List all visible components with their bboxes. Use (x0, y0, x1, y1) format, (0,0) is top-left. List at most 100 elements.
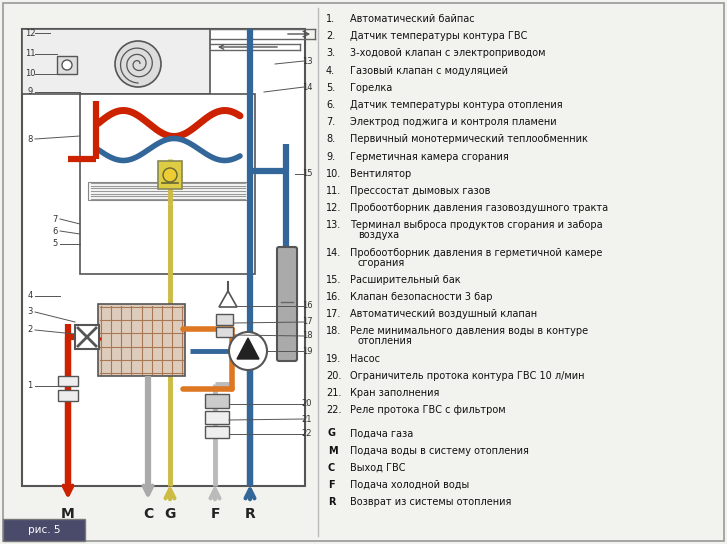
Text: C: C (143, 507, 153, 521)
Text: 16: 16 (302, 301, 313, 311)
Text: 14: 14 (302, 83, 313, 91)
Text: C: C (328, 463, 335, 473)
Bar (205, 394, 229, 408)
Bar (216, 327, 233, 337)
Text: Горелка: Горелка (350, 83, 393, 93)
Text: 22: 22 (302, 430, 313, 438)
Bar (57, 56, 77, 74)
Bar (158, 161, 182, 189)
Text: Вентилятор: Вентилятор (350, 169, 411, 179)
Text: Датчик температуры контура ГВС: Датчик температуры контура ГВС (350, 31, 527, 41)
Circle shape (229, 332, 267, 370)
FancyBboxPatch shape (277, 247, 297, 361)
Text: 4.: 4. (326, 66, 335, 76)
Text: Реле минимального давления воды в контуре: Реле минимального давления воды в контур… (350, 326, 588, 336)
Text: 10.: 10. (326, 169, 341, 179)
Text: Терминал выброса продуктов сгорания и забора: Терминал выброса продуктов сгорания и за… (350, 220, 603, 231)
Text: 20: 20 (302, 399, 313, 409)
Text: G: G (164, 507, 176, 521)
Text: 7.: 7. (326, 117, 335, 127)
Text: 19.: 19. (326, 354, 341, 363)
Text: 3-ходовой клапан с электроприводом: 3-ходовой клапан с электроприводом (350, 48, 545, 58)
Text: рис. 5: рис. 5 (28, 525, 60, 535)
Text: 6: 6 (52, 226, 57, 236)
Text: 15: 15 (302, 170, 313, 178)
Bar (22, 29, 305, 486)
Text: 16.: 16. (326, 292, 341, 302)
Text: Прессостат дымовых газов: Прессостат дымовых газов (350, 186, 491, 196)
Text: 8: 8 (28, 134, 33, 144)
Text: 15.: 15. (326, 275, 342, 285)
Text: 7: 7 (52, 214, 57, 224)
Text: Возврат из системы отопления: Возврат из системы отопления (350, 497, 511, 507)
Text: 14.: 14. (326, 248, 341, 258)
Bar (205, 426, 229, 438)
Text: Автоматический воздушный клапан: Автоматический воздушный клапан (350, 309, 537, 319)
Bar (88, 182, 248, 200)
Text: R: R (244, 507, 255, 521)
Bar (75, 325, 99, 349)
Polygon shape (219, 291, 237, 307)
Circle shape (62, 60, 72, 70)
Bar (3, 519, 85, 541)
Bar (22, 29, 210, 94)
Text: 10: 10 (25, 70, 35, 78)
Text: 9: 9 (28, 88, 33, 96)
Text: Расширительный бак: Расширительный бак (350, 275, 461, 285)
Bar (80, 94, 255, 274)
Text: 1.: 1. (326, 14, 335, 24)
Text: Клапан безопасности 3 бар: Клапан безопасности 3 бар (350, 292, 492, 302)
Bar (58, 390, 78, 401)
Text: Кран заполнения: Кран заполнения (350, 388, 439, 398)
Text: Пробоотборник давления в герметичной камере: Пробоотборник давления в герметичной кам… (350, 248, 603, 258)
Bar (58, 376, 78, 386)
Text: 12.: 12. (326, 203, 342, 213)
Text: 21.: 21. (326, 388, 342, 398)
Text: Электрод поджига и контроля пламени: Электрод поджига и контроля пламени (350, 117, 557, 127)
Text: Датчик температуры контура отопления: Датчик температуры контура отопления (350, 100, 563, 110)
Text: Подача воды в систему отопления: Подача воды в систему отопления (350, 446, 529, 455)
Text: M: M (328, 446, 337, 455)
Circle shape (115, 41, 161, 87)
Polygon shape (237, 338, 259, 359)
Text: 21: 21 (302, 415, 313, 423)
Text: 4: 4 (28, 292, 33, 300)
Text: 22.: 22. (326, 405, 342, 415)
Text: 20.: 20. (326, 371, 342, 381)
Text: Первичный монотермический теплообменник: Первичный монотермический теплообменник (350, 134, 588, 144)
Text: отопления: отопления (358, 336, 413, 347)
Text: 17.: 17. (326, 309, 342, 319)
Text: F: F (210, 507, 220, 521)
Text: 2.: 2. (326, 31, 335, 41)
Text: Подача газа: Подача газа (350, 428, 413, 438)
Bar (98, 304, 185, 376)
Text: сгорания: сгорания (358, 258, 405, 268)
Text: G: G (328, 428, 336, 438)
Text: 11.: 11. (326, 186, 341, 196)
Text: Пробоотборник давления газовоздушного тракта: Пробоотборник давления газовоздушного тр… (350, 203, 608, 213)
Text: Выход ГВС: Выход ГВС (350, 463, 406, 473)
Text: 5: 5 (52, 239, 57, 249)
Text: воздуха: воздуха (358, 231, 399, 240)
Bar (216, 314, 233, 325)
Text: R: R (328, 497, 335, 507)
Text: F: F (328, 480, 334, 490)
Circle shape (163, 168, 177, 182)
Text: 17: 17 (302, 318, 313, 326)
Text: Реле протока ГВС с фильтром: Реле протока ГВС с фильтром (350, 405, 505, 415)
Text: Насос: Насос (350, 354, 380, 363)
Text: 18.: 18. (326, 326, 341, 336)
Text: 3.: 3. (326, 48, 335, 58)
Text: M: M (61, 507, 75, 521)
Bar (205, 411, 229, 424)
Text: 12: 12 (25, 28, 35, 38)
Text: Газовый клапан с модуляцией: Газовый клапан с модуляцией (350, 66, 508, 76)
Text: 5.: 5. (326, 83, 335, 93)
Text: Герметичная камера сгорания: Герметичная камера сгорания (350, 152, 509, 162)
Text: Подача холодной воды: Подача холодной воды (350, 480, 469, 490)
Text: 13: 13 (302, 57, 313, 65)
Text: 1: 1 (28, 381, 33, 391)
Text: 8.: 8. (326, 134, 335, 144)
Text: 19: 19 (302, 347, 313, 355)
Text: 18: 18 (302, 331, 313, 341)
